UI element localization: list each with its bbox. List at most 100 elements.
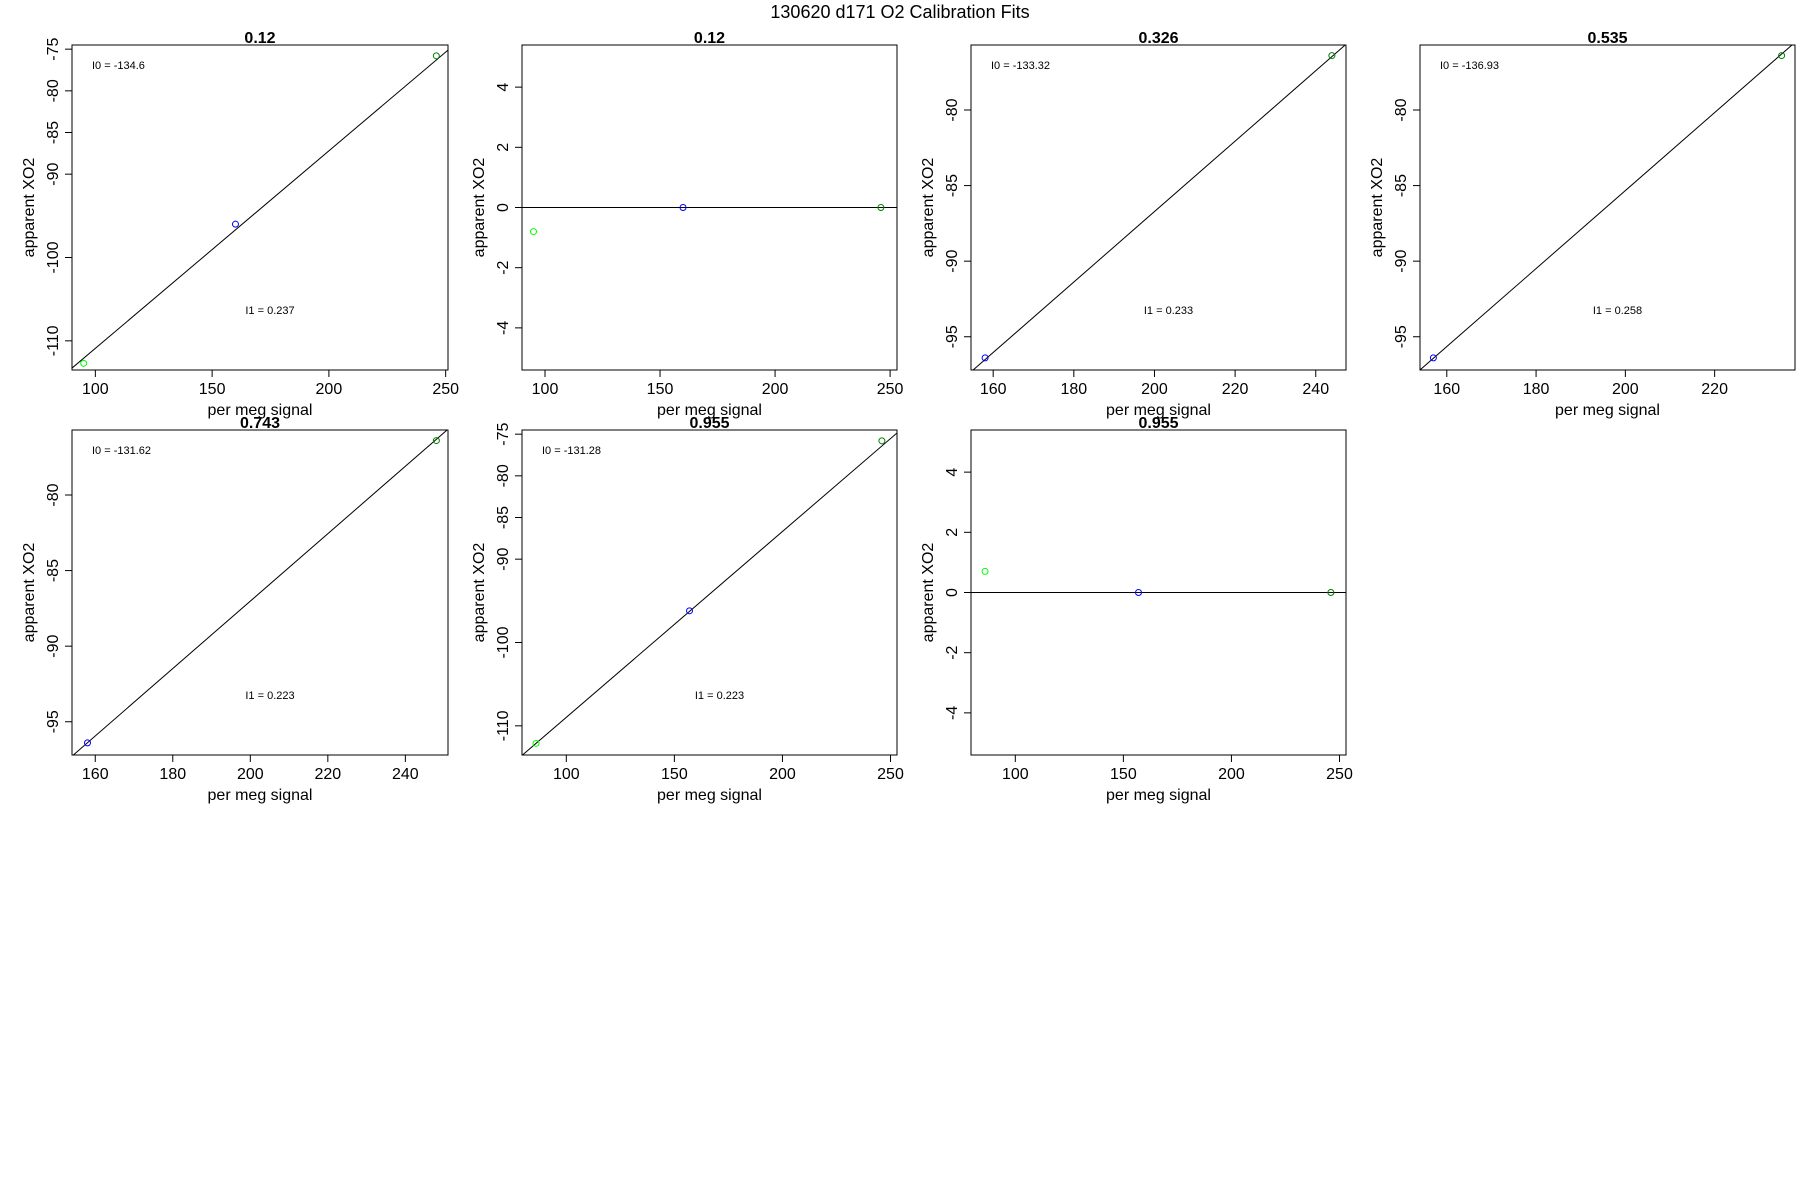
x-tick-label: 160 xyxy=(82,766,109,783)
y-tick-label: -85 xyxy=(944,174,961,197)
fit-line xyxy=(522,432,897,755)
x-tick-label: 150 xyxy=(647,381,674,398)
data-point xyxy=(1429,354,1437,362)
plot-frame xyxy=(71,44,449,371)
x-tick-label: 220 xyxy=(1701,381,1728,398)
panel-title: 0.743 xyxy=(240,415,280,432)
y-axis-label: apparent XO2 xyxy=(471,158,488,258)
y-tick-label: -90 xyxy=(1393,249,1410,272)
x-tick-label: 200 xyxy=(1612,381,1639,398)
y-axis-label: apparent XO2 xyxy=(920,543,937,643)
y-tick-label: -90 xyxy=(495,548,512,571)
x-tick-label: 200 xyxy=(1141,381,1168,398)
data-point xyxy=(981,354,989,362)
data-point xyxy=(1328,52,1336,60)
data-point xyxy=(981,567,989,575)
slope-annotation: I1 = 0.258 xyxy=(1593,305,1642,317)
x-tick-label: 200 xyxy=(762,381,789,398)
panel-title: 0.326 xyxy=(1138,30,1178,47)
y-tick-label: -90 xyxy=(944,249,961,272)
slope-annotation: I1 = 0.237 xyxy=(245,305,294,317)
y-tick-label: -80 xyxy=(495,464,512,487)
x-tick-label: 200 xyxy=(316,381,343,398)
data-point xyxy=(1327,589,1335,596)
x-tick-label: 250 xyxy=(1326,766,1353,783)
fit-line xyxy=(72,49,448,369)
slope-annotation: I1 = 0.223 xyxy=(695,690,744,702)
x-tick-label: 160 xyxy=(980,381,1007,398)
data-point xyxy=(532,739,540,747)
x-tick-label: 200 xyxy=(769,766,796,783)
x-axis-label: per meg signal xyxy=(208,402,313,419)
x-tick-label: 250 xyxy=(432,381,459,398)
y-tick-label: 0 xyxy=(495,203,512,212)
y-axis-label: apparent XO2 xyxy=(1369,158,1386,258)
y-tick-label: -4 xyxy=(944,706,961,720)
panel-2: 0.12 100 150 200 250 per meg signal 4 2 0 -2 -4 app… xyxy=(471,30,904,419)
x-tick-label: 220 xyxy=(314,766,341,783)
slope-annotation: I1 = 0.233 xyxy=(1144,305,1193,317)
panel-5: 0.743 160 180 200 220 240 per meg signal -80 -85… xyxy=(21,415,449,804)
panel-4: 0.535 160 180 200 220 per meg signal -80 -85 -90… xyxy=(1369,30,1796,419)
x-tick-label: 200 xyxy=(237,766,264,783)
x-tick-label: 180 xyxy=(1060,381,1087,398)
y-tick-label: -2 xyxy=(944,645,961,659)
x-tick-label: 150 xyxy=(661,766,688,783)
plot-frame xyxy=(521,429,898,756)
y-tick-label: -4 xyxy=(495,321,512,335)
data-point xyxy=(530,228,538,236)
y-tick-label: 2 xyxy=(944,528,961,537)
x-tick-label: 200 xyxy=(1218,766,1245,783)
data-point xyxy=(679,204,687,211)
y-tick-label: 4 xyxy=(944,468,961,477)
x-tick-label: 240 xyxy=(392,766,419,783)
data-point xyxy=(686,607,694,615)
y-tick-label: -75 xyxy=(45,38,62,61)
x-tick-label: 150 xyxy=(1110,766,1137,783)
y-axis-label: apparent XO2 xyxy=(471,543,488,643)
y-tick-label: -95 xyxy=(944,325,961,348)
y-tick-label: 4 xyxy=(495,83,512,92)
x-axis-label: per meg signal xyxy=(1106,402,1211,419)
y-tick-label: -85 xyxy=(495,506,512,529)
x-tick-label: 150 xyxy=(199,381,226,398)
y-axis-label: apparent XO2 xyxy=(920,158,937,258)
intercept-annotation: I0 = -134.6 xyxy=(92,60,145,72)
panel-title: 0.12 xyxy=(694,30,725,47)
data-point xyxy=(432,52,440,60)
y-tick-label: -100 xyxy=(495,626,512,658)
y-tick-label: -110 xyxy=(45,325,62,356)
x-tick-label: 180 xyxy=(159,766,186,783)
panel-7: 0.955 100 150 200 250 per meg signal 4 2 0 -2 -4 ap… xyxy=(920,415,1353,804)
intercept-annotation: I0 = -136.93 xyxy=(1440,60,1499,72)
panel-title: 0.12 xyxy=(244,30,275,47)
panel-title: 0.535 xyxy=(1587,30,1627,47)
data-point xyxy=(432,437,440,445)
data-point xyxy=(878,437,886,445)
y-tick-label: -95 xyxy=(45,710,62,733)
y-tick-label: -80 xyxy=(45,483,62,506)
y-tick-label: -90 xyxy=(45,163,62,186)
fit-line xyxy=(72,430,448,755)
panel-1: 0.12 100 150 200 250 per meg signal -75 -80 -85 -… xyxy=(21,30,459,419)
x-tick-label: 240 xyxy=(1302,381,1329,398)
data-point xyxy=(231,220,239,228)
panel-3: 0.326 160 180 200 220 240 per meg signal -80 -85… xyxy=(920,30,1347,419)
x-axis-label: per meg signal xyxy=(657,787,762,804)
x-tick-label: 100 xyxy=(553,766,580,783)
x-axis-label: per meg signal xyxy=(1555,402,1660,419)
x-axis-label: per meg signal xyxy=(1106,787,1211,804)
y-tick-label: -90 xyxy=(45,634,62,657)
panel-6: 0.955 100 150 200 250 per meg signal -75 -80 -85… xyxy=(471,415,904,804)
data-point xyxy=(80,359,88,367)
fit-line xyxy=(1420,45,1793,370)
intercept-annotation: I0 = -133.32 xyxy=(991,60,1050,72)
data-point xyxy=(1778,52,1786,60)
y-tick-label: -80 xyxy=(45,79,62,102)
panel-title: 0.955 xyxy=(689,415,729,432)
y-tick-label: -85 xyxy=(45,559,62,582)
fit-line xyxy=(972,45,1346,370)
x-tick-label: 160 xyxy=(1433,381,1460,398)
y-tick-label: -95 xyxy=(1393,325,1410,348)
